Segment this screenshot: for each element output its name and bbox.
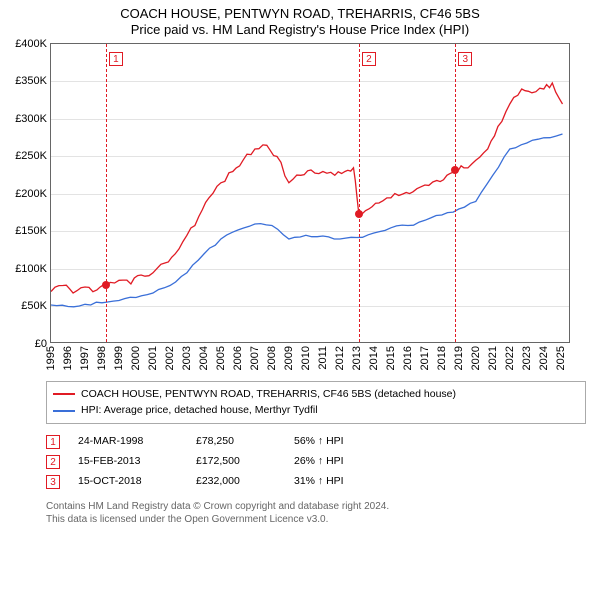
legend-swatch bbox=[53, 393, 75, 395]
event-pct: 56% ↑ HPI bbox=[294, 432, 344, 452]
x-tick-label: 2020 bbox=[470, 346, 482, 370]
x-tick-label: 2021 bbox=[487, 346, 499, 370]
event-pct: 26% ↑ HPI bbox=[294, 452, 344, 472]
plot-area: £0£50K£100K£150K£200K£250K£300K£350K£400… bbox=[50, 43, 570, 343]
y-tick-label: £200K bbox=[15, 188, 47, 200]
marker-line bbox=[455, 44, 456, 342]
y-tick-label: £150K bbox=[15, 225, 47, 237]
x-tick-label: 2007 bbox=[249, 346, 261, 370]
x-tick-label: 2010 bbox=[300, 346, 312, 370]
y-tick-label: £50K bbox=[21, 300, 47, 312]
x-tick-label: 2025 bbox=[555, 346, 567, 370]
x-tick-label: 1997 bbox=[79, 346, 91, 370]
x-tick-label: 2001 bbox=[147, 346, 159, 370]
x-tick-label: 2011 bbox=[317, 346, 329, 370]
y-tick-label: £350K bbox=[15, 75, 47, 87]
x-tick-label: 2014 bbox=[368, 346, 380, 370]
legend-item: HPI: Average price, detached house, Mert… bbox=[53, 402, 579, 419]
y-tick-label: £400K bbox=[15, 38, 47, 50]
marker-line bbox=[106, 44, 107, 342]
event-row: 3 15-OCT-2018 £232,000 31% ↑ HPI bbox=[46, 472, 586, 492]
title-line-1: COACH HOUSE, PENTWYN ROAD, TREHARRIS, CF… bbox=[6, 6, 594, 22]
event-table: 1 24-MAR-1998 £78,250 56% ↑ HPI 2 15-FEB-2013… bbox=[46, 432, 586, 492]
x-tick-label: 1995 bbox=[45, 346, 57, 370]
legend-label: HPI: Average price, detached house, Mert… bbox=[81, 402, 318, 419]
x-tick-label: 1996 bbox=[62, 346, 74, 370]
x-tick-label: 2016 bbox=[402, 346, 414, 370]
event-row: 2 15-FEB-2013 £172,500 26% ↑ HPI bbox=[46, 452, 586, 472]
x-tick-label: 2008 bbox=[266, 346, 278, 370]
x-tick-label: 2022 bbox=[504, 346, 516, 370]
x-tick-label: 1999 bbox=[113, 346, 125, 370]
legend-label: COACH HOUSE, PENTWYN ROAD, TREHARRIS, CF… bbox=[81, 386, 456, 403]
marker-dot bbox=[451, 166, 459, 174]
series-line bbox=[51, 83, 563, 293]
chart-container: COACH HOUSE, PENTWYN ROAD, TREHARRIS, CF… bbox=[0, 0, 600, 590]
x-tick-label: 2013 bbox=[351, 346, 363, 370]
marker-dot bbox=[102, 281, 110, 289]
event-row: 1 24-MAR-1998 £78,250 56% ↑ HPI bbox=[46, 432, 586, 452]
x-tick-label: 2024 bbox=[538, 346, 550, 370]
y-tick-label: £300K bbox=[15, 113, 47, 125]
x-tick-label: 2003 bbox=[181, 346, 193, 370]
marker-label-box: 3 bbox=[458, 52, 472, 66]
event-marker-box: 1 bbox=[46, 435, 60, 449]
marker-label-box: 2 bbox=[362, 52, 376, 66]
event-date: 15-OCT-2018 bbox=[78, 472, 178, 492]
marker-dot bbox=[355, 210, 363, 218]
title-line-2: Price paid vs. HM Land Registry's House … bbox=[6, 22, 594, 38]
y-tick-label: £100K bbox=[15, 263, 47, 275]
x-tick-label: 2004 bbox=[198, 346, 210, 370]
x-tick-label: 2015 bbox=[385, 346, 397, 370]
event-marker-box: 2 bbox=[46, 455, 60, 469]
x-tick-label: 2009 bbox=[283, 346, 295, 370]
event-date: 15-FEB-2013 bbox=[78, 452, 178, 472]
x-tick-label: 2018 bbox=[436, 346, 448, 370]
event-marker-box: 3 bbox=[46, 475, 60, 489]
legend: COACH HOUSE, PENTWYN ROAD, TREHARRIS, CF… bbox=[46, 381, 586, 425]
x-tick-label: 2012 bbox=[334, 346, 346, 370]
footnote-line-2: This data is licensed under the Open Gov… bbox=[46, 513, 586, 527]
marker-label-box: 1 bbox=[109, 52, 123, 66]
x-tick-label: 2005 bbox=[215, 346, 227, 370]
x-tick-label: 2000 bbox=[130, 346, 142, 370]
event-price: £172,500 bbox=[196, 452, 276, 472]
event-date: 24-MAR-1998 bbox=[78, 432, 178, 452]
x-tick-label: 2002 bbox=[164, 346, 176, 370]
x-tick-label: 2019 bbox=[453, 346, 465, 370]
legend-item: COACH HOUSE, PENTWYN ROAD, TREHARRIS, CF… bbox=[53, 386, 579, 403]
x-tick-label: 1998 bbox=[96, 346, 108, 370]
titles: COACH HOUSE, PENTWYN ROAD, TREHARRIS, CF… bbox=[6, 6, 594, 39]
series-svg bbox=[51, 44, 571, 344]
event-price: £232,000 bbox=[196, 472, 276, 492]
legend-swatch bbox=[53, 410, 75, 412]
marker-line bbox=[359, 44, 360, 342]
footnote: Contains HM Land Registry data © Crown c… bbox=[46, 500, 586, 527]
y-tick-label: £250K bbox=[15, 150, 47, 162]
x-tick-label: 2017 bbox=[419, 346, 431, 370]
event-pct: 31% ↑ HPI bbox=[294, 472, 344, 492]
footnote-line-1: Contains HM Land Registry data © Crown c… bbox=[46, 500, 586, 514]
x-tick-label: 2023 bbox=[521, 346, 533, 370]
x-tick-label: 2006 bbox=[232, 346, 244, 370]
event-price: £78,250 bbox=[196, 432, 276, 452]
